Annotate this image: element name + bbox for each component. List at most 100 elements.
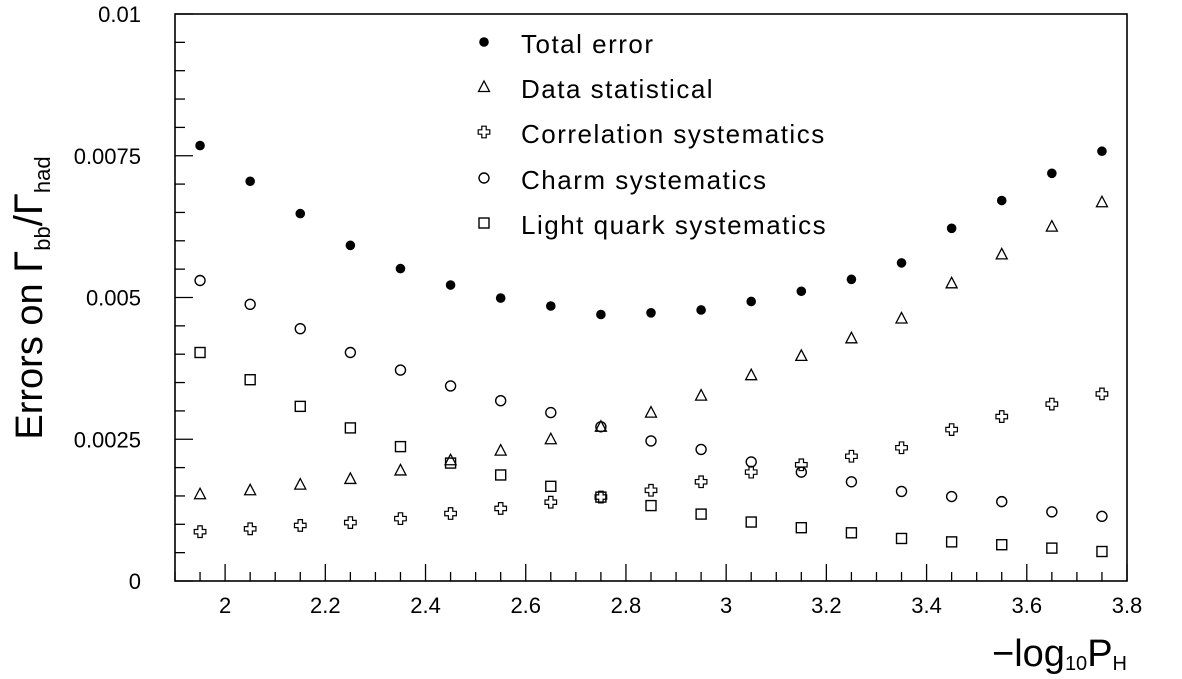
marker-shape	[494, 443, 508, 456]
marker-shape	[945, 275, 959, 289]
data-point	[644, 483, 658, 497]
marker-shape	[294, 400, 306, 413]
marker-shape	[1096, 510, 1108, 523]
marker-shape	[494, 469, 507, 481]
data-point	[745, 516, 757, 528]
data-point	[596, 309, 606, 320]
marker-shape	[745, 456, 757, 468]
marker-shape	[395, 263, 406, 274]
data-point	[744, 465, 758, 479]
y-tick-label: 0	[129, 569, 141, 594]
marker-shape	[844, 330, 858, 344]
data-point	[494, 469, 507, 481]
marker-shape	[294, 322, 306, 335]
data-point	[494, 502, 508, 515]
legend-marker	[479, 37, 489, 47]
data-point	[395, 263, 406, 274]
tick-marks	[174, 13, 1128, 582]
marker-shape	[243, 482, 257, 496]
marker-shape	[445, 280, 456, 290]
data-point	[996, 195, 1007, 206]
marker-shape	[596, 309, 606, 320]
series-data-statistical	[193, 194, 1109, 500]
x-tick-label: 3.6	[1011, 593, 1042, 618]
data-point	[545, 406, 557, 419]
marker-shape	[744, 367, 758, 381]
data-point	[845, 476, 858, 488]
data-point	[695, 443, 707, 456]
marker-shape	[545, 301, 556, 311]
x-axis-title: −log10PH	[992, 633, 1127, 675]
data-point	[1046, 506, 1058, 518]
legend-marker	[477, 125, 491, 139]
data-point	[796, 286, 807, 297]
data-point	[193, 486, 207, 500]
x-axis-title-var: P	[1087, 633, 1112, 675]
x-axis-title-base: 10	[1065, 653, 1087, 675]
marker-shape	[1045, 397, 1059, 411]
data-point	[1045, 397, 1059, 411]
data-point	[444, 457, 457, 469]
marker-shape	[444, 457, 457, 469]
data-point	[244, 298, 256, 311]
legend-label: Correlation systematics	[521, 119, 826, 149]
legend-marker	[478, 172, 490, 184]
marker-shape	[195, 140, 205, 151]
legend-entry: Light quark systematics	[478, 210, 826, 240]
marker-shape	[1097, 146, 1107, 157]
marker-shape	[478, 172, 490, 184]
data-points	[193, 140, 1109, 558]
y-axis-title-sub: bb	[30, 226, 55, 250]
data-point	[1096, 545, 1108, 558]
marker-shape	[694, 475, 708, 489]
marker-shape	[494, 394, 507, 407]
y-axis-title-slash: /	[7, 214, 51, 226]
marker-shape	[996, 495, 1008, 508]
y-axis-title-sub-den: had	[30, 156, 55, 193]
svg-text:Errors on Γbb/Γhad: Errors on Γbb/Γhad	[7, 156, 55, 439]
data-point	[895, 532, 908, 545]
series-total-error	[195, 140, 1107, 320]
marker-shape	[846, 274, 857, 285]
series-light-quark-systematics	[194, 346, 1108, 558]
x-tick-label: 3.8	[1112, 593, 1143, 618]
x-axis-title-prefix: −log	[992, 633, 1065, 675]
data-point	[645, 499, 657, 512]
data-point	[795, 466, 808, 478]
marker-shape	[478, 217, 490, 229]
marker-shape	[444, 507, 457, 520]
legend-entry: Correlation systematics	[477, 119, 826, 149]
data-point	[594, 490, 608, 504]
marker-shape	[644, 405, 658, 418]
marker-shape	[995, 247, 1009, 260]
data-point	[194, 346, 206, 359]
marker-shape	[479, 37, 489, 47]
legend-marker	[477, 79, 491, 93]
marker-shape	[193, 486, 207, 500]
marker-shape	[845, 476, 858, 488]
data-point	[495, 293, 506, 303]
marker-shape	[995, 410, 1009, 423]
marker-shape	[544, 431, 558, 445]
legend-entry: Data statistical	[477, 74, 713, 104]
data-point	[844, 330, 858, 344]
data-point	[295, 208, 306, 219]
marker-shape	[594, 490, 608, 504]
data-point	[1095, 194, 1109, 208]
marker-shape	[394, 440, 407, 453]
data-point	[545, 480, 557, 493]
series-correlation-systematics	[193, 387, 1109, 539]
data-point	[746, 296, 757, 307]
y-tick-label: 0.0075	[74, 144, 141, 169]
x-tick-label: 2.4	[410, 593, 441, 618]
marker-shape	[194, 346, 206, 359]
x-tick-label: 3.4	[911, 593, 942, 618]
marker-shape	[494, 502, 508, 515]
data-point	[194, 274, 206, 287]
marker-shape	[645, 435, 657, 447]
marker-shape	[895, 485, 908, 498]
marker-shape	[794, 458, 808, 472]
data-point	[343, 471, 357, 485]
marker-shape	[545, 406, 557, 419]
